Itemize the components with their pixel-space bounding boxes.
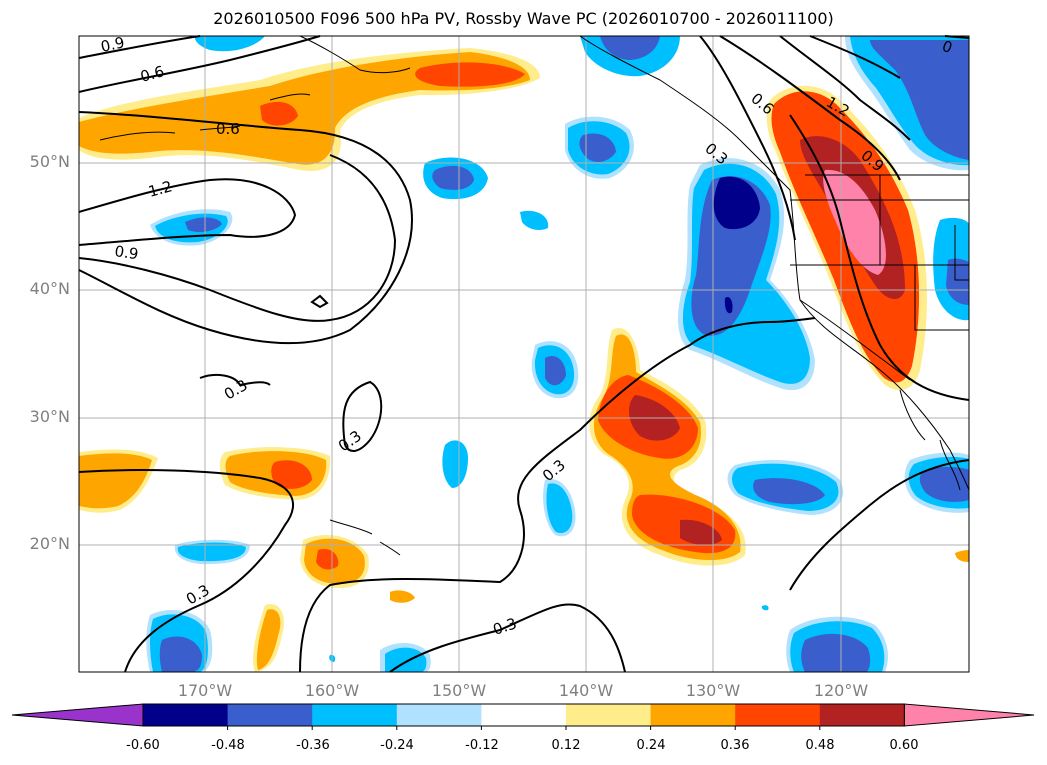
colorbar-segment [566, 704, 652, 726]
positive-anomaly-north-pacific [79, 48, 540, 171]
colorbar-segment [227, 704, 313, 726]
contour-label: 0.6 [216, 120, 240, 138]
colorbar-segment [312, 704, 398, 726]
colorbar-extend-low [11, 703, 144, 727]
colorbar-extend-high [903, 703, 1035, 727]
lon-label: 170°W [177, 681, 233, 700]
lat-label: 40°N [29, 279, 70, 298]
pv-shading [79, 36, 969, 672]
positive-anomaly-west [79, 447, 969, 672]
colorbar-segment [396, 704, 482, 726]
contour-label: 0.9 [99, 33, 126, 56]
colorbar-segment [819, 704, 905, 726]
positive-anomaly-central [589, 328, 746, 566]
contour-label: 0.9 [113, 242, 139, 263]
colorbar [11, 703, 1035, 730]
graticule [79, 36, 969, 672]
pv-contours [78, 35, 970, 673]
colorbar-segment [143, 704, 229, 726]
colorbar-tick-label: -0.48 [211, 738, 245, 753]
lon-label: 150°W [431, 681, 487, 700]
lat-label: 30°N [29, 407, 70, 426]
colorbar-tick-label: 0.48 [805, 738, 835, 753]
lon-label: 120°W [813, 681, 869, 700]
contour-label: 0.6 [138, 62, 166, 86]
lon-label: 130°W [685, 681, 741, 700]
contour-label: 1.2 [146, 177, 174, 201]
map-frame [78, 35, 970, 673]
colorbar-border [142, 703, 905, 727]
map-title: 2026010500 F096 500 hPa PV, Rossby Wave … [213, 9, 834, 28]
positive-anomaly-west-coast [766, 85, 927, 390]
lat-label: 20°N [29, 534, 70, 553]
lon-label: 140°W [558, 681, 614, 700]
coastlines [99, 35, 970, 556]
lon-label: 160°W [304, 681, 360, 700]
lat-label: 50°N [29, 152, 70, 171]
colorbar-segment [735, 704, 821, 726]
colorbar-segment [650, 704, 736, 726]
colorbar-tick-label: -0.60 [126, 738, 160, 753]
colorbar-tick-label: 0.60 [889, 738, 919, 753]
colorbar-tick-label: -0.36 [296, 738, 330, 753]
negative-anomaly-shading [146, 36, 969, 672]
colorbar-tick-label: -0.12 [465, 738, 499, 753]
colorbar-tick-label: 0.24 [636, 738, 666, 753]
colorbar-tick-label: 0.12 [551, 738, 581, 753]
colorbar-tick-label: -0.24 [380, 738, 414, 753]
colorbar-segment [481, 704, 567, 726]
colorbar-tick-label: 0.36 [720, 738, 750, 753]
